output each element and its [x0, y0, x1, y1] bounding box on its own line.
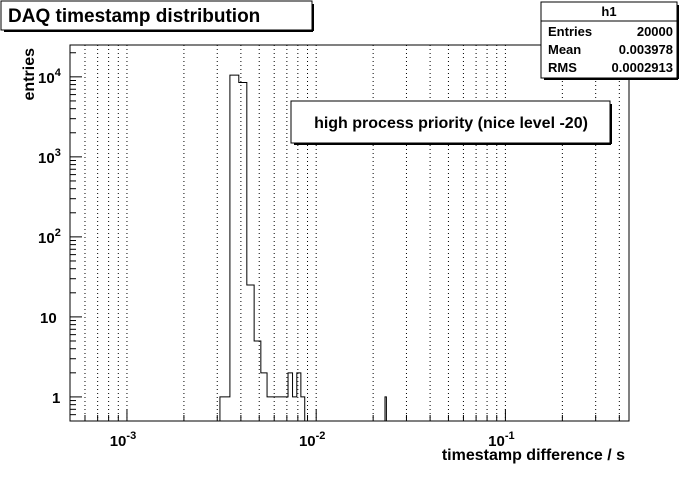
x-axis-title: timestamp difference / s — [442, 447, 625, 464]
histogram-bin — [297, 373, 301, 421]
histogram-bin — [254, 341, 261, 421]
histogram-bin — [267, 397, 273, 421]
axis-ticks — [69, 52, 620, 422]
histogram-bin — [261, 373, 267, 421]
y-tick-label: 10 — [40, 310, 57, 327]
annotation-text: high process priority (nice level -20) — [314, 115, 588, 132]
chart-title: DAQ timestamp distribution — [8, 6, 260, 27]
histogram-bin — [293, 397, 297, 421]
y-tick-label: 104 — [38, 67, 62, 87]
histogram-bin — [220, 397, 230, 421]
histogram-bin — [247, 285, 254, 421]
x-tick-label: 10-1 — [488, 430, 514, 450]
stats-label-mean: Mean — [548, 42, 581, 57]
histogram-outline — [219, 74, 387, 421]
histogram-bin — [301, 397, 305, 421]
histogram-bin — [230, 75, 239, 421]
histogram-bin — [385, 397, 386, 421]
plot-frame — [69, 44, 630, 422]
stats-title: h1 — [601, 4, 616, 19]
stats-box: h1 Entries 20000 Mean 0.003978 RMS 0.000… — [540, 1, 679, 80]
x-tick-label: 10-3 — [110, 430, 136, 450]
stats-value-rms: 0.0002913 — [612, 60, 673, 75]
y-tick-label: 1 — [52, 390, 60, 407]
histogram-bin — [239, 82, 247, 421]
stats-label-entries: Entries — [548, 24, 592, 39]
histogram-bin — [288, 373, 293, 421]
stats-label-rms: RMS — [548, 60, 577, 75]
grid — [69, 45, 620, 421]
x-tick-label: 10-2 — [299, 430, 325, 450]
stats-value-mean: 0.003978 — [619, 42, 673, 57]
title-box: DAQ timestamp distribution — [0, 0, 314, 32]
stats-value-entries: 20000 — [637, 24, 673, 39]
y-tick-label: 102 — [38, 227, 61, 247]
y-axis-title: entries — [21, 48, 38, 101]
y-tick-label: 103 — [38, 147, 61, 167]
annotation-box: high process priority (nice level -20) — [290, 100, 612, 145]
x-tick-labels: 10-3 10-2 10-1 — [110, 430, 515, 450]
histogram-bin — [273, 397, 283, 421]
histogram-bin — [283, 397, 288, 421]
